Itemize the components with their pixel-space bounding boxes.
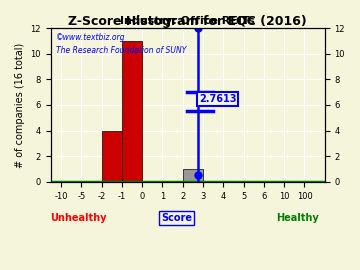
Y-axis label: # of companies (16 total): # of companies (16 total) <box>15 42 25 167</box>
Text: Score: Score <box>161 212 192 222</box>
Title: Z-Score Histogram for EQC (2016): Z-Score Histogram for EQC (2016) <box>68 15 307 28</box>
Bar <box>183 169 203 182</box>
Text: 2.7613: 2.7613 <box>199 94 237 104</box>
Text: Industry: Office REITs: Industry: Office REITs <box>120 16 255 26</box>
Bar <box>122 41 142 182</box>
Text: ©www.textbiz.org: ©www.textbiz.org <box>56 33 126 42</box>
Text: Healthy: Healthy <box>276 212 319 222</box>
Bar <box>102 131 122 182</box>
Text: Unhealthy: Unhealthy <box>50 212 107 222</box>
Text: The Research Foundation of SUNY: The Research Foundation of SUNY <box>56 46 186 55</box>
